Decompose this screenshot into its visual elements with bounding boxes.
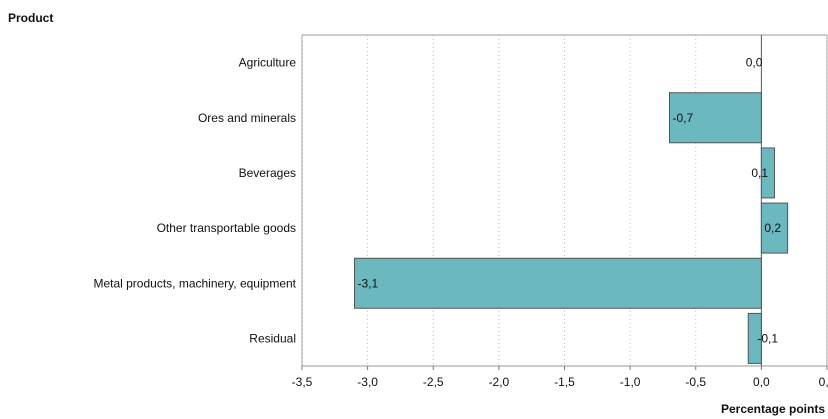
value-label: 0,2 xyxy=(764,221,781,235)
x-axis-title: Percentage points xyxy=(721,402,825,416)
tick-label: -2,0 xyxy=(489,375,510,389)
value-label: 0,1 xyxy=(751,166,768,180)
category-label: Agriculture xyxy=(239,56,297,70)
category-label: Metal products, machinery, equipment xyxy=(93,276,296,290)
value-label: 0,0 xyxy=(746,56,763,70)
bar xyxy=(669,92,762,144)
tick-label: -2,5 xyxy=(423,375,444,389)
tick-label: 0,0 xyxy=(753,375,770,389)
bar xyxy=(760,147,775,199)
tick-label: -1,0 xyxy=(620,375,641,389)
category-label: Ores and minerals xyxy=(198,111,296,125)
x-axis: -3,5 -3,0 -2,5 -2,0 -1,5 -1,0 -0,5 0,0 0,5 xyxy=(292,366,828,389)
tick-label: -1,5 xyxy=(554,375,575,389)
bar xyxy=(354,257,762,309)
category-label: Other transportable goods xyxy=(157,221,296,235)
bar xyxy=(760,202,789,254)
tick-label: -3,0 xyxy=(357,375,378,389)
category-labels: Agriculture Ores and minerals Beverages Oth… xyxy=(93,56,296,346)
value-label: -0,1 xyxy=(757,331,778,345)
category-label: Residual xyxy=(249,331,296,345)
value-labels: 0,0 -0,7 0,1 0,2 -3,1 -0,1 xyxy=(358,56,782,346)
category-label: Beverages xyxy=(239,166,296,180)
value-label: -0,7 xyxy=(673,111,694,125)
bars xyxy=(354,92,789,364)
chart-header: Product xyxy=(8,11,53,25)
tick-label: 0,5 xyxy=(819,375,828,389)
tick-label: -3,5 xyxy=(292,375,313,389)
value-label: -3,1 xyxy=(358,276,379,290)
tick-label: -0,5 xyxy=(685,375,706,389)
bar xyxy=(747,312,762,364)
